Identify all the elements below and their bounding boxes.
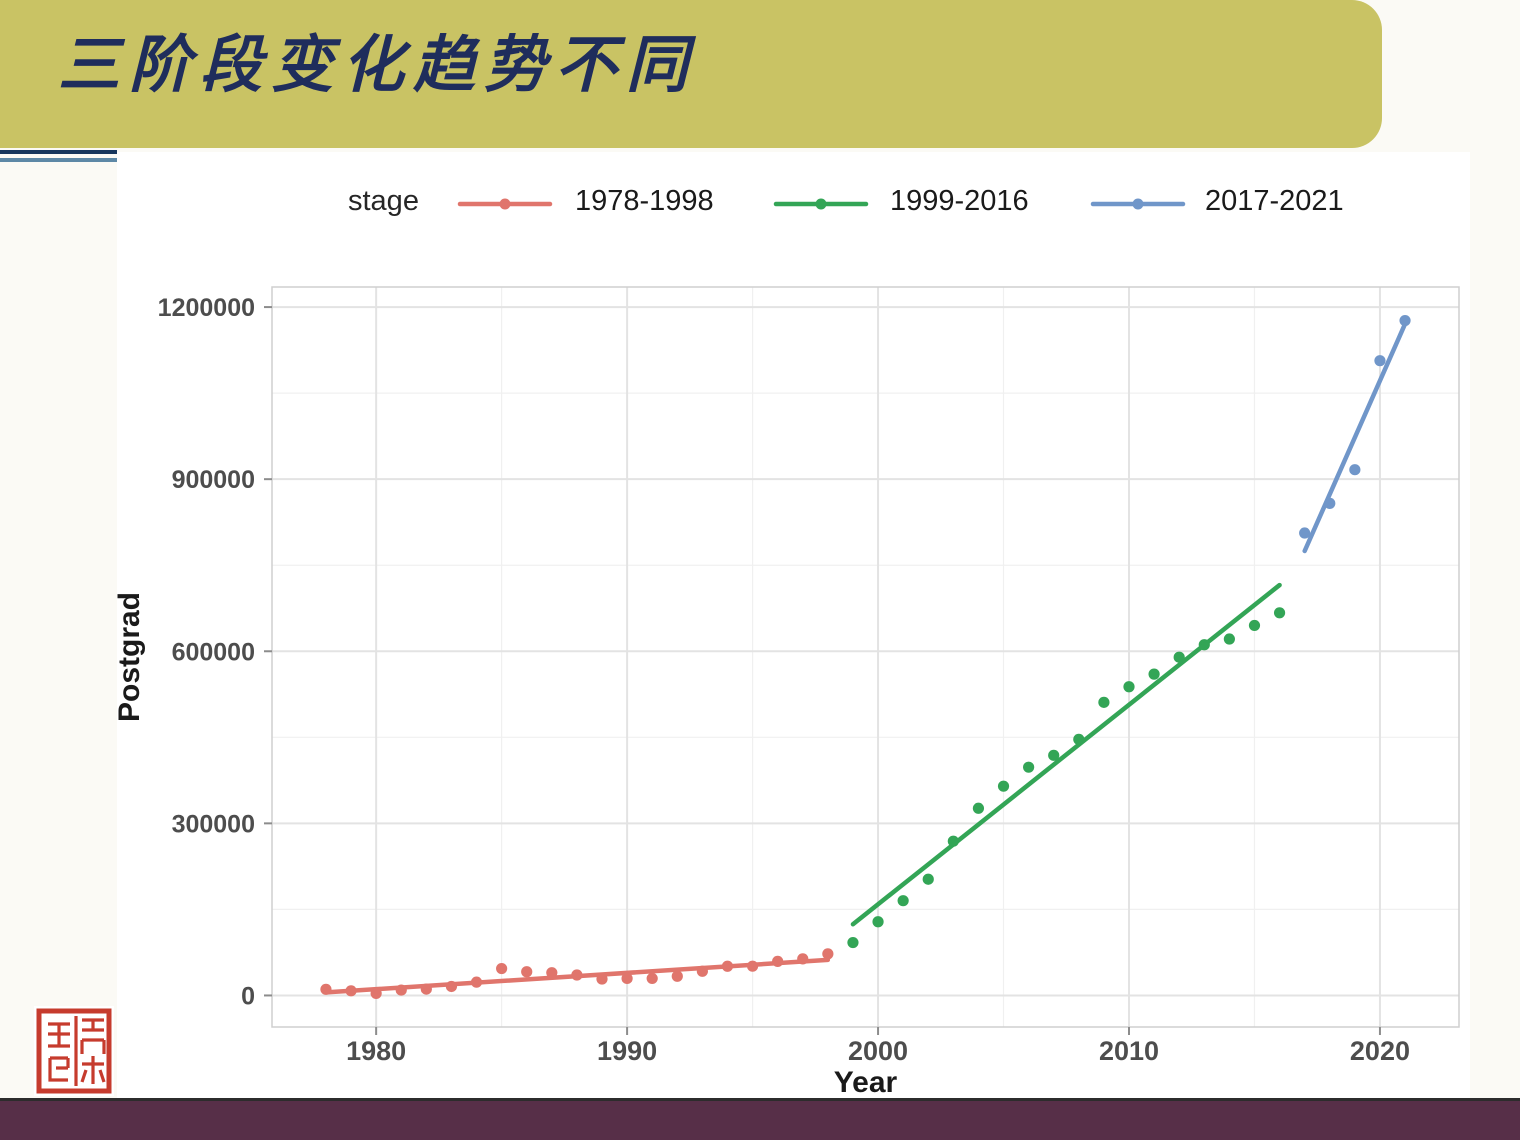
y-tick-label: 300000 [172,810,255,838]
chart: 1980 1990 2000 2010 2020 0 300000 600000 900000 1… [113,152,1470,1099]
legend-item-1978-1998: 1978-1998 [457,185,714,217]
trend-line [323,957,831,995]
trend-line [1302,321,1408,554]
data-point [496,962,508,975]
series-2017-2021 [1299,314,1411,554]
data-point [922,873,934,885]
data-point [1399,314,1411,327]
legend-key-dot [1132,198,1144,210]
banner-underline-navy [0,150,117,154]
chart-legend: stage 1978-1998 1999-2016 2017-2021 [348,185,1344,217]
x-tick-label: 2000 [848,1036,908,1066]
x-tick-label: 1990 [597,1036,657,1066]
legend-key-dot [499,198,511,210]
y-axis-title: Postgrad [117,592,146,722]
data-point [671,970,683,982]
y-tick-label: 0 [241,982,255,1010]
data-point [646,972,658,985]
legend-key-dot [815,198,827,210]
y-tick-label: 900000 [172,466,255,494]
data-point [822,948,834,960]
data-point [872,916,884,928]
series-1999-2016 [847,582,1286,949]
legend-item-2017-2021: 2017-2021 [1090,185,1344,217]
data-point [1023,761,1035,773]
legend-item-label: 2017-2021 [1205,185,1344,217]
data-point [897,895,909,907]
data-point [997,780,1010,792]
data-point [1148,668,1160,680]
data-point [1374,355,1386,367]
slide-title: 三阶段变化趋势不同 [58,28,698,101]
series-1978-1998 [320,948,834,999]
data-point [1299,527,1311,539]
data-point [1048,749,1060,761]
x-axis-title: Year [834,1066,898,1098]
legend-item-label: 1978-1998 [575,185,714,217]
data-point [521,966,533,978]
y-tick-label: 1200000 [158,294,255,322]
panel-border [271,286,1460,1028]
data-point [1349,464,1361,476]
legend-item-label: 1999-2016 [890,185,1029,217]
legend-item-1999-2016: 1999-2016 [773,185,1029,217]
x-tick-label: 2020 [1350,1036,1410,1066]
x-tick-label: 1980 [346,1036,406,1066]
scatter-plot: 1980 1990 2000 2010 2020 0 300000 600000 900000 1… [113,185,1460,1099]
plot-panel [272,287,1459,1027]
y-tick-label: 600000 [172,638,255,666]
data-point [1273,607,1286,619]
data-point [1248,619,1261,632]
seal-stamp [34,1006,114,1096]
data-point [847,936,859,949]
title-banner: 三阶段变化趋势不同 [0,0,1382,148]
data-point [1223,633,1235,645]
legend-title: stage [348,185,419,217]
seal-icon [36,1008,112,1094]
data-point [1098,696,1110,708]
footer-bar [0,1098,1520,1140]
banner-underline-blue [0,158,117,162]
trend-line [850,582,1282,927]
x-tick-label: 2010 [1099,1036,1159,1066]
data-point [972,802,985,814]
data-point [1123,681,1135,693]
data-point [621,972,633,985]
